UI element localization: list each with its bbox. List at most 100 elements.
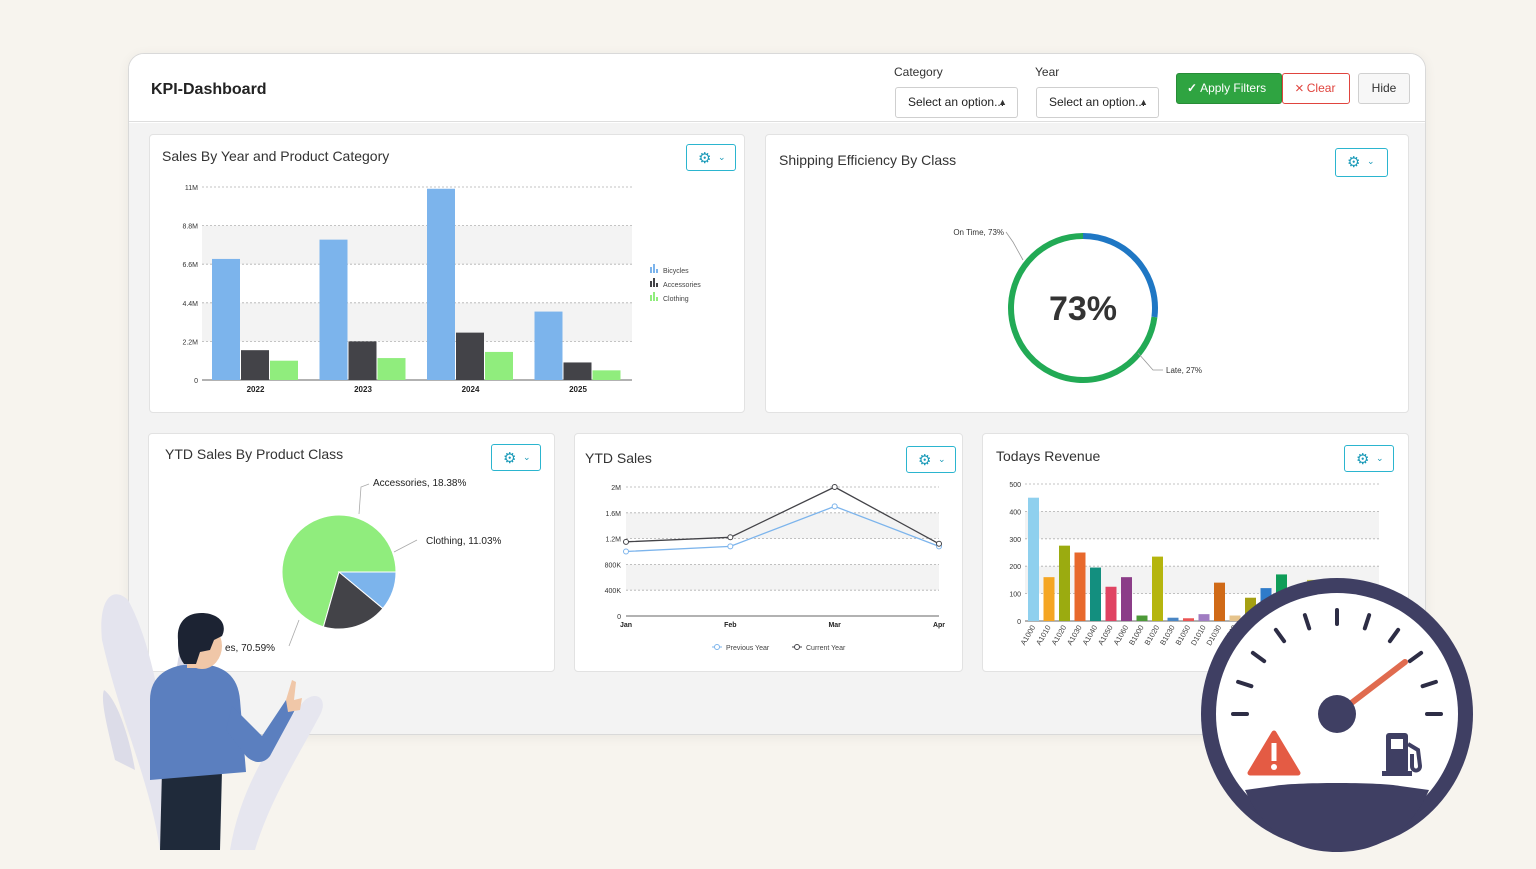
data-point: [936, 540, 942, 547]
chevron-down-icon: ⌄: [1367, 156, 1375, 166]
card-settings-button[interactable]: ⚙ ⌄: [686, 144, 736, 171]
legend-swatch: [650, 267, 652, 273]
data-point: [623, 548, 629, 555]
chevron-down-icon: ⌄: [718, 152, 726, 162]
y-tick-label: 4.4M: [182, 301, 198, 308]
slice-label: Accessories, 18.38%: [373, 478, 466, 489]
fuel-pump-icon: [1382, 733, 1423, 776]
ytd-sales-card: YTD Sales ⚙ ⌄ 0 400K 800K 1.2M 1.6M 2M Jan Feb M…: [574, 433, 963, 672]
card-settings-button[interactable]: ⚙ ⌄: [1344, 445, 1394, 472]
y-tick-label: 2M: [611, 485, 621, 492]
hide-button[interactable]: Hide: [1358, 73, 1410, 104]
bar: [1028, 497, 1039, 621]
y-tick-label: 400: [1009, 509, 1021, 516]
page-title: KPI-Dashboard: [151, 81, 267, 98]
bar: [563, 362, 592, 380]
y-tick-label: 2.2M: [182, 339, 198, 346]
label-connector: [358, 483, 370, 515]
chevron-down-icon: ⌄: [938, 454, 946, 464]
y-tick-label: 500: [1009, 482, 1021, 489]
bar: [1229, 615, 1241, 621]
bar: [1167, 617, 1179, 621]
apply-filters-label: Apply Filters: [1200, 81, 1267, 95]
legend-swatch: [656, 269, 658, 273]
y-tick-label: 6.6M: [182, 262, 198, 269]
legend-swatch: [656, 297, 658, 301]
x-tick-label: 2022: [247, 385, 265, 394]
gauge-tick: [1420, 679, 1438, 689]
gauge-tick: [1387, 627, 1401, 644]
bar: [592, 370, 621, 380]
y-tick-label: 0: [617, 614, 621, 621]
data-point: [831, 484, 838, 490]
gear-icon: ⚙: [698, 150, 712, 167]
slice-label: Late, 27%: [1166, 366, 1202, 375]
shipping-efficiency-chart: 73% On Time, 73% Late, 27%: [953, 228, 1202, 383]
year-select-value: Select an option...: [1049, 95, 1146, 109]
bar: [348, 341, 377, 380]
card-settings-button[interactable]: ⚙ ⌄: [1335, 148, 1388, 177]
legend-swatch: [656, 283, 658, 287]
label-connector: [288, 619, 300, 647]
pie-slice: [322, 571, 384, 630]
gear-icon: ⚙: [1356, 451, 1370, 468]
year-select[interactable]: Select an option... ▲︎: [1036, 87, 1159, 118]
grid-band: [1025, 511, 1379, 539]
y-tick-label: 11M: [185, 185, 198, 192]
gauge-hub: [1318, 695, 1356, 733]
person-illustration: [150, 613, 302, 850]
sort-caret-icon: ▲︎: [1139, 97, 1148, 107]
bar: [270, 360, 298, 380]
sales-by-year-chart: 0 2.2M 4.4M 6.6M 8.8M 11M 2022 2023 2024 2025 Bicy…: [182, 185, 701, 394]
slice-label: Clothing, 11.03%: [426, 536, 502, 547]
series-line: [625, 486, 940, 545]
card-title: Todays Revenue: [996, 448, 1101, 464]
data-point: [623, 538, 629, 545]
label-connector: [1137, 352, 1163, 371]
bar: [456, 332, 484, 380]
slice-label: On Time, 73%: [953, 228, 1004, 237]
legend-swatch: [794, 644, 800, 650]
series-line: [625, 505, 940, 553]
card-settings-button[interactable]: ⚙ ⌄: [906, 446, 956, 473]
y-tick-label: 0: [1017, 619, 1021, 626]
apply-filters-button[interactable]: ✓ Apply Filters: [1176, 73, 1282, 104]
y-tick-label: 300: [1009, 537, 1021, 544]
grid-band: [202, 225, 632, 265]
clear-button[interactable]: × Clear: [1282, 73, 1350, 104]
gear-icon: ⚙: [918, 452, 932, 469]
sales-by-year-card: Sales By Year and Product Category ⚙ ⌄ 0…: [149, 134, 745, 413]
slice-label: es, 70.59%: [225, 643, 275, 654]
bar: [1136, 615, 1148, 621]
bar: [1074, 552, 1086, 621]
x-tick-label: Feb: [724, 622, 736, 629]
category-select[interactable]: Select an option... ▲︎: [895, 87, 1018, 118]
legend-label: Clothing: [663, 296, 689, 303]
legend-swatch: [653, 264, 655, 273]
ytd-sales-by-class-card: YTD Sales By Product Class ⚙ ⌄ es, 70.59…: [148, 433, 555, 672]
y-tick-label: 0: [194, 378, 198, 385]
card-title: YTD Sales: [585, 450, 652, 466]
warning-icon: [1247, 730, 1301, 776]
gauge-tick: [1362, 613, 1372, 631]
category-select-value: Select an option...: [908, 95, 1005, 109]
legend-label: Previous Year: [726, 645, 770, 652]
legend-label: Current Year: [806, 645, 846, 652]
donut-center-label: 73%: [1049, 290, 1117, 328]
category-filter-label: Category: [894, 65, 943, 79]
x-tick-label: 2025: [569, 385, 587, 394]
gauge-tick: [1407, 650, 1424, 664]
donut-slice: [1008, 233, 1158, 383]
card-settings-button[interactable]: ⚙ ⌄: [491, 444, 541, 471]
pie-slice: [281, 514, 397, 628]
clear-label: Clear: [1306, 81, 1336, 95]
x-tick-label: 2023: [354, 385, 372, 394]
legend-swatch: [653, 278, 655, 287]
gauge-tick: [1236, 679, 1254, 689]
label-connector: [1005, 231, 1024, 261]
y-tick-label: 200: [1009, 564, 1021, 571]
close-icon: ×: [1295, 80, 1304, 97]
bar: [319, 239, 348, 380]
data-point: [831, 503, 838, 510]
